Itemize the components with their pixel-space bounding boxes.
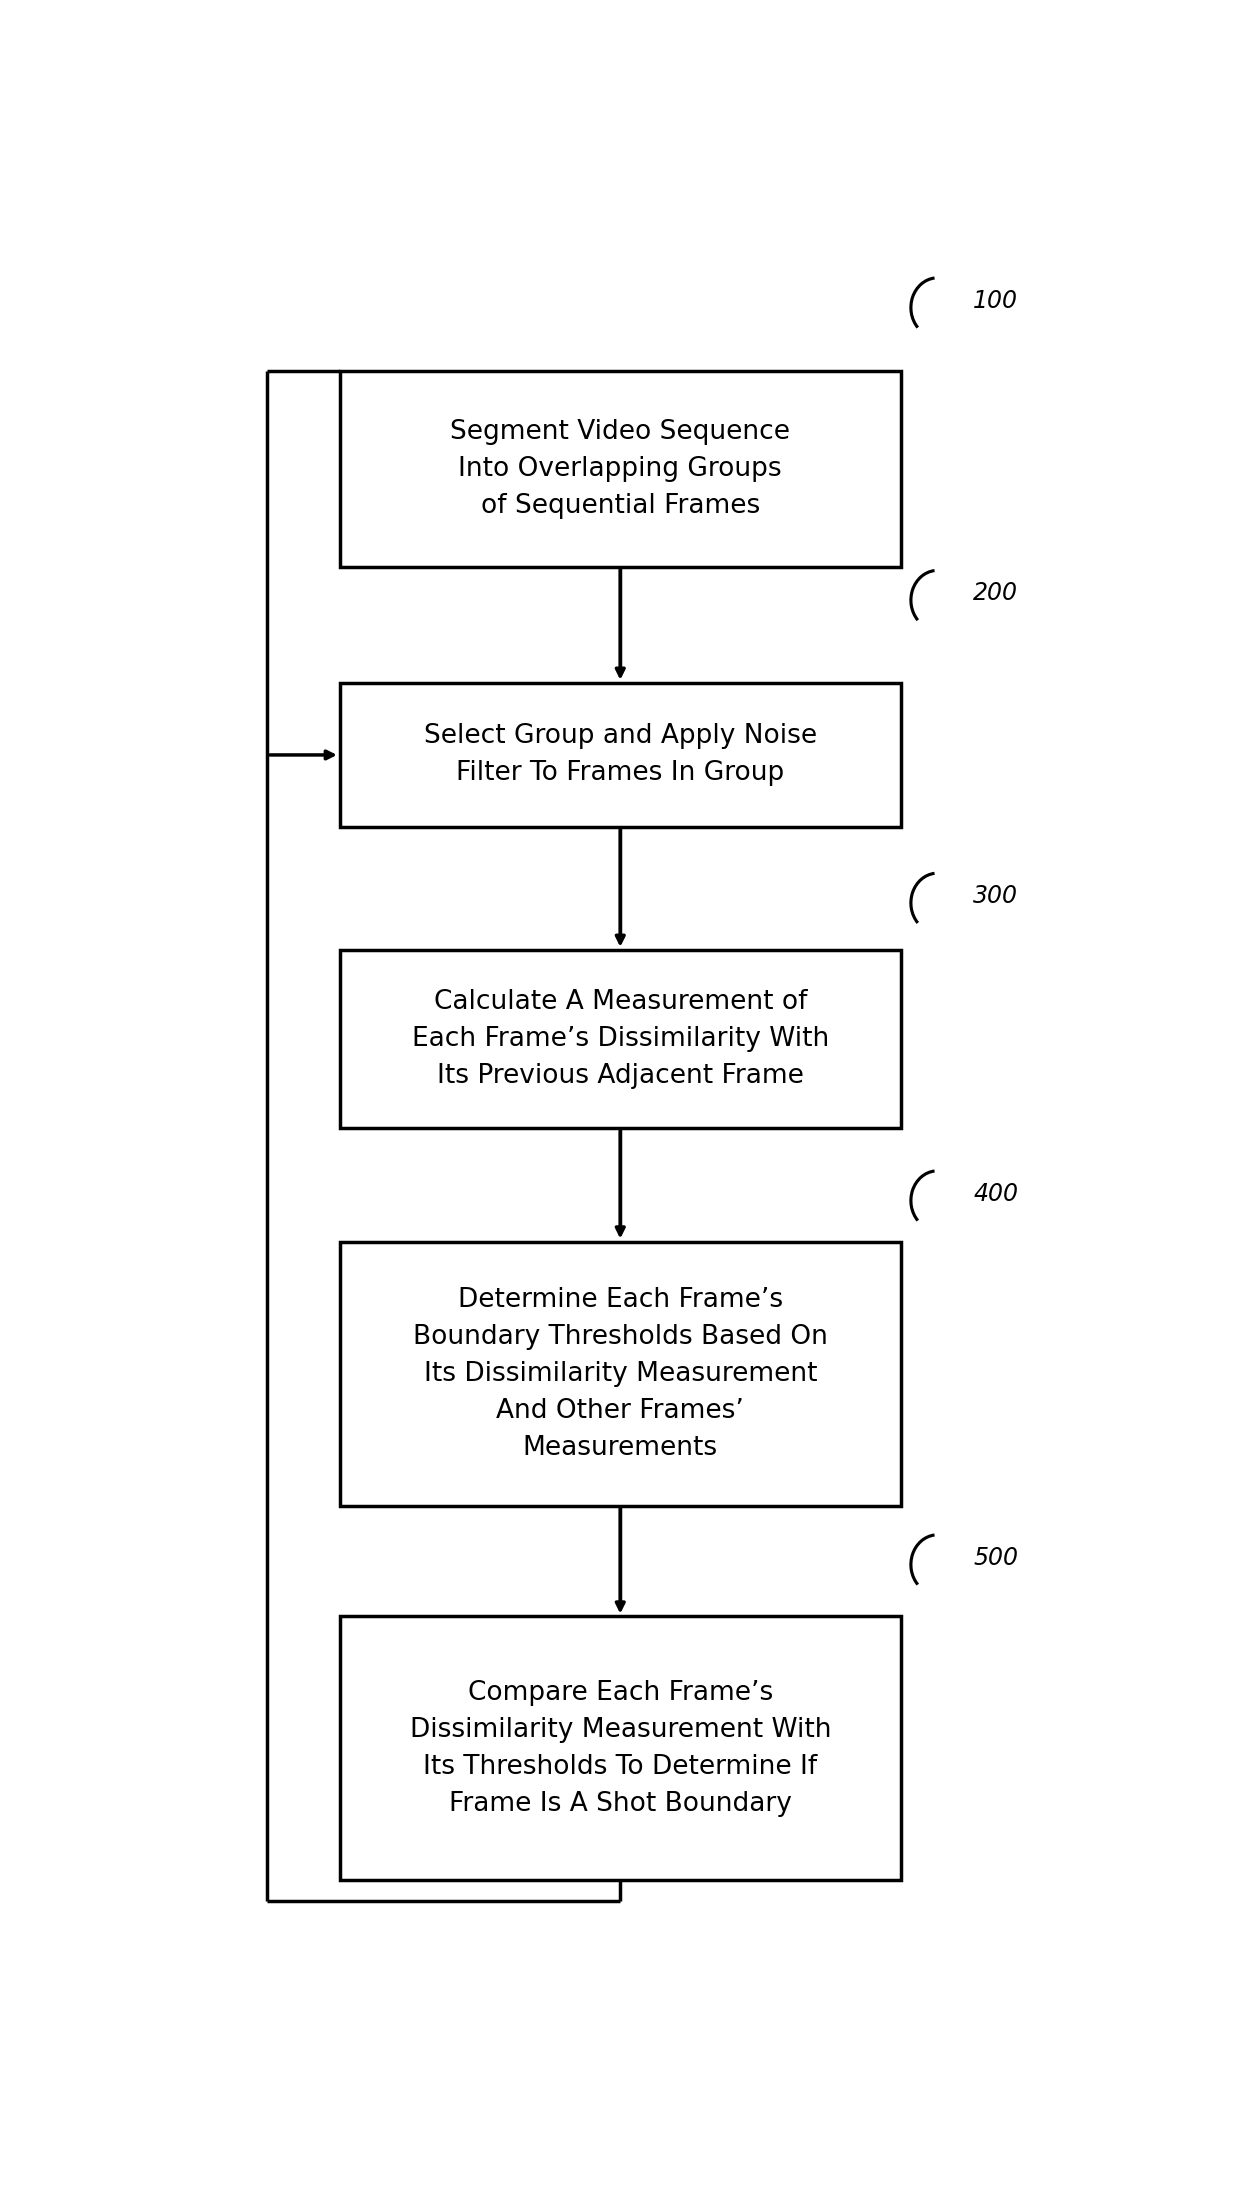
FancyBboxPatch shape — [339, 683, 901, 826]
Text: 400: 400 — [973, 1182, 1018, 1206]
Text: 300: 300 — [973, 884, 1018, 908]
Text: Select Group and Apply Noise
Filter To Frames In Group: Select Group and Apply Noise Filter To F… — [423, 725, 817, 786]
FancyBboxPatch shape — [339, 1617, 901, 1880]
FancyBboxPatch shape — [339, 950, 901, 1129]
FancyBboxPatch shape — [339, 371, 901, 568]
Text: 200: 200 — [973, 581, 1018, 605]
FancyBboxPatch shape — [339, 1241, 901, 1507]
Text: Segment Video Sequence
Into Overlapping Groups
of Sequential Frames: Segment Video Sequence Into Overlapping … — [451, 420, 790, 519]
Text: Compare Each Frame’s
Dissimilarity Measurement With
Its Thresholds To Determine : Compare Each Frame’s Dissimilarity Measu… — [409, 1679, 831, 1816]
Text: 100: 100 — [973, 289, 1018, 314]
Text: Determine Each Frame’s
Boundary Thresholds Based On
Its Dissimilarity Measuremen: Determine Each Frame’s Boundary Threshol… — [413, 1288, 827, 1460]
Text: 500: 500 — [973, 1546, 1018, 1571]
Text: Calculate A Measurement of
Each Frame’s Dissimilarity With
Its Previous Adjacent: Calculate A Measurement of Each Frame’s … — [412, 990, 829, 1089]
